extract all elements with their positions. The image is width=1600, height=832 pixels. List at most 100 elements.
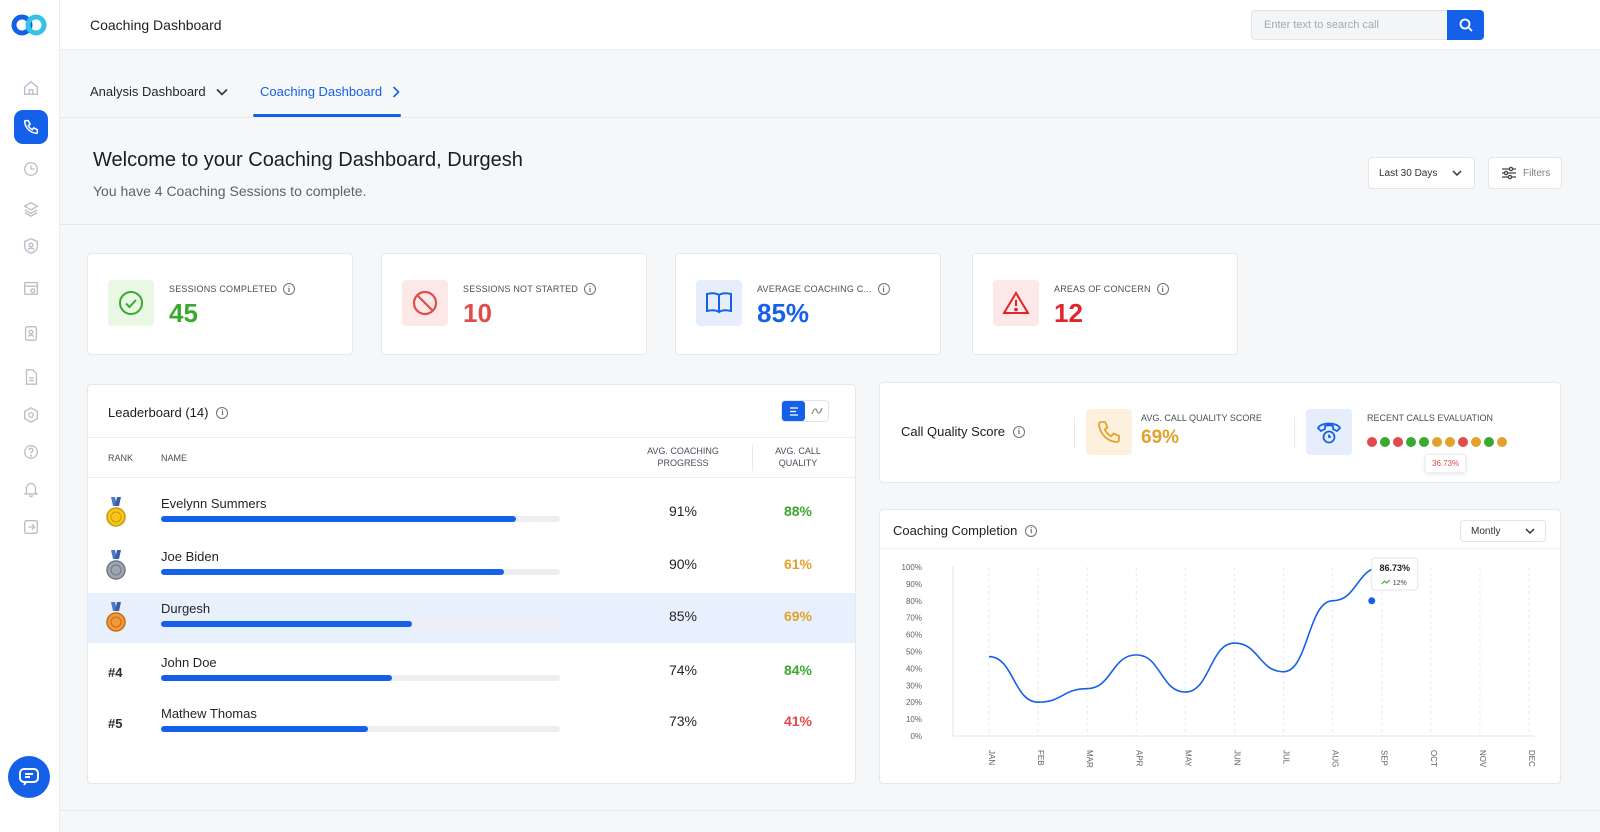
table-row[interactable]: #4 John Doe 74% 84% <box>88 647 855 697</box>
evaluation-dot[interactable] <box>1367 437 1377 447</box>
x-tick-label: JUL <box>1282 750 1291 765</box>
chevron-down-icon <box>216 88 228 96</box>
settings-icon[interactable] <box>14 398 48 432</box>
y-tick-label: 10% <box>906 715 922 724</box>
y-tick-label: 60% <box>906 631 922 640</box>
chat-button[interactable] <box>8 756 50 798</box>
list-view-button[interactable] <box>782 401 805 421</box>
y-tick-label: 50% <box>906 648 922 657</box>
stat-card-average-coaching: AVERAGE COACHING C... i 85% <box>675 253 941 355</box>
progress-bar <box>161 726 560 732</box>
period-select[interactable]: Montly <box>1460 520 1546 542</box>
info-icon[interactable]: i <box>1025 524 1038 537</box>
evaluation-dot[interactable] <box>1419 437 1429 447</box>
y-tick-label: 90% <box>906 580 922 589</box>
progress-bar <box>161 675 560 681</box>
chevron-right-icon <box>393 85 400 98</box>
evaluation-dot[interactable] <box>1497 437 1507 447</box>
agent-name: Durgesh <box>161 601 211 616</box>
chevron-down-icon <box>1525 528 1535 534</box>
leaderboard-title: Leaderboard (14) i <box>108 405 229 420</box>
stat-value: 12 <box>1054 298 1083 328</box>
chevron-down-icon <box>1452 170 1462 176</box>
x-tick-label: AUG <box>1331 750 1340 767</box>
avg-quality-value: 41% <box>783 713 813 729</box>
clock-icon[interactable] <box>14 152 48 186</box>
x-tick-label: FEB <box>1036 750 1045 766</box>
id-badge-icon[interactable] <box>14 316 48 350</box>
table-row[interactable]: Durgesh 85% 69% <box>88 593 855 643</box>
info-icon[interactable]: i <box>877 283 890 295</box>
user-shield-icon[interactable] <box>14 229 48 263</box>
annotation-delta: 12% <box>1393 580 1407 587</box>
evaluation-dot[interactable] <box>1445 437 1455 447</box>
x-tick-label: NOV <box>1478 750 1487 768</box>
avg-quality-value: 69% <box>1141 427 1180 448</box>
info-icon[interactable]: i <box>1156 283 1169 295</box>
stat-label: SESSIONS NOT STARTED i <box>463 283 597 295</box>
avg-quality-value: 61% <box>783 556 813 572</box>
table-row[interactable]: #5 Mathew Thomas 73% 41% <box>88 698 855 748</box>
x-tick-label: JUN <box>1232 750 1241 766</box>
info-icon[interactable]: i <box>584 283 597 295</box>
app-logo[interactable] <box>11 14 47 36</box>
active-tab-indicator <box>253 114 401 117</box>
home-icon[interactable] <box>14 71 48 105</box>
leaderboard-card: Leaderboard (14) i RANK NAME AVG. COACHI… <box>87 384 856 784</box>
stat-value: 85% <box>757 298 810 328</box>
y-tick-label: 70% <box>906 614 922 623</box>
divider <box>1074 417 1075 449</box>
trend-view-button[interactable] <box>805 401 828 421</box>
help-icon[interactable] <box>14 435 48 469</box>
logout-icon[interactable] <box>14 510 48 544</box>
stat-icon-box <box>402 280 448 326</box>
table-row[interactable]: Evelynn Summers 91% 88% <box>88 488 855 538</box>
column-header-quality: AVG. CALL QUALITY <box>775 446 821 468</box>
coaching-completion-card: Coaching Completion i Montly 0% 10% 20% 30%… <box>879 509 1561 784</box>
rank-label: #5 <box>108 716 123 731</box>
progress-bar-fill <box>161 726 369 732</box>
tab-analysis-dashboard[interactable]: Analysis Dashboard <box>90 84 228 99</box>
app-title: Coaching Dashboard <box>90 17 222 33</box>
info-icon[interactable]: i <box>216 406 229 419</box>
evaluation-dot[interactable] <box>1406 437 1416 447</box>
progress-bar-fill <box>161 621 413 627</box>
evaluation-dot[interactable] <box>1484 437 1494 447</box>
bell-icon[interactable] <box>14 472 48 506</box>
tab-coaching-dashboard[interactable]: Coaching Dashboard <box>260 84 400 99</box>
view-toggle <box>781 400 829 422</box>
column-header-name: NAME <box>161 453 188 463</box>
document-icon[interactable] <box>14 360 48 394</box>
table-row[interactable]: Joe Biden 90% 61% <box>88 541 855 591</box>
info-icon[interactable]: i <box>1013 425 1026 438</box>
stat-card-sessions-completed: SESSIONS COMPLETED i 45 <box>87 253 353 355</box>
rank-label: #4 <box>108 665 123 680</box>
divider <box>60 224 1600 225</box>
recent-calls-label: RECENT CALLS EVALUATION <box>1367 413 1494 423</box>
book-icon <box>706 292 732 314</box>
search-button[interactable] <box>1447 10 1484 40</box>
date-range-label: Last 30 Days <box>1379 167 1438 179</box>
filters-button[interactable]: Filters <box>1488 157 1562 189</box>
tab-label: Coaching Dashboard <box>260 84 383 99</box>
period-label: Montly <box>1471 525 1501 537</box>
layers-icon[interactable] <box>14 192 48 226</box>
dot-tooltip: 36.73% <box>1425 454 1467 473</box>
evaluation-dot[interactable] <box>1458 437 1468 447</box>
avg-quality-value: 84% <box>783 662 813 678</box>
stat-value: 45 <box>169 298 198 328</box>
quality-icon-box <box>1086 409 1132 455</box>
divider <box>88 437 855 438</box>
date-range-select[interactable]: Last 30 Days <box>1368 157 1475 189</box>
evaluation-dot[interactable] <box>1380 437 1390 447</box>
evaluation-dot[interactable] <box>1432 437 1442 447</box>
y-tick-label: 30% <box>906 681 922 690</box>
medal-icon <box>106 550 126 580</box>
evaluation-dot[interactable] <box>1393 437 1403 447</box>
evaluation-dot[interactable] <box>1471 437 1481 447</box>
calendar-icon[interactable] <box>14 271 48 305</box>
phone-icon[interactable] <box>14 110 48 144</box>
search-input[interactable] <box>1251 10 1447 40</box>
data-point[interactable] <box>1368 597 1376 605</box>
info-icon[interactable]: i <box>283 283 296 295</box>
